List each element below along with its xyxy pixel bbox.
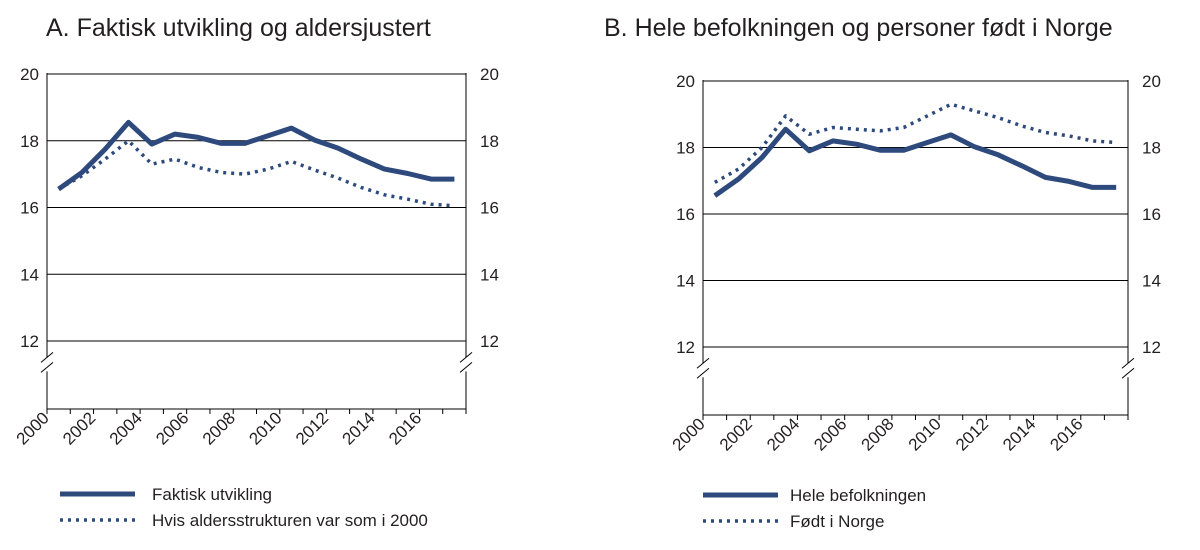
y-tick-label-left-b-14: 14 — [676, 272, 695, 291]
axis-break-mark-a-0-a — [40, 351, 54, 363]
series-line-a-0 — [57, 119, 455, 192]
axis-break-mark-b-1-a — [1121, 357, 1135, 369]
x-tick-label-b-2002: 2002 — [716, 414, 756, 454]
y-tick-label-right-b-12: 12 — [1142, 338, 1161, 357]
y-tick-label-left-a-12: 12 — [20, 332, 39, 351]
y-tick-label-right-a-16: 16 — [480, 199, 499, 218]
y-tick-label-right-b-20: 20 — [1142, 72, 1161, 91]
x-tick-label-a-2000: 2000 — [13, 408, 53, 448]
y-tick-label-left-b-16: 16 — [676, 205, 695, 224]
x-tick-label-b-2016: 2016 — [1046, 414, 1086, 454]
y-tick-label-left-a-20: 20 — [20, 65, 39, 84]
series-line-a-1 — [57, 139, 455, 208]
axis-break-mark-a-0-b — [40, 361, 54, 373]
x-tick-label-a-2006: 2006 — [152, 408, 192, 448]
y-tick-label-left-a-14: 14 — [20, 265, 39, 284]
chart-a: 20 20 18 18 16 16 14 14 12 12 2000 2002 2004 2006 2008… — [13, 65, 499, 530]
y-tick-label-right-a-20: 20 — [480, 65, 499, 84]
axis-break-mark-a-1-b — [459, 361, 473, 373]
x-tick-label-a-2010: 2010 — [245, 408, 285, 448]
x-tick-label-a-2016: 2016 — [385, 408, 425, 448]
chart-a-title: A. Faktisk utvikling og aldersjustert — [46, 14, 431, 42]
axis-break-mark-a-1-a — [459, 351, 473, 363]
axis-break-mark-b-0-a — [696, 357, 710, 369]
x-tick-label-b-2000: 2000 — [669, 414, 709, 454]
x-tick-label-b-2008: 2008 — [858, 414, 898, 454]
legend-label-a-1: Hvis aldersstrukturen var som i 2000 — [152, 511, 428, 530]
series-line-b-0 — [713, 126, 1117, 198]
chart-b: 20 20 18 18 16 16 14 14 12 12 2000 2002 2004 2006 2008… — [669, 72, 1161, 531]
axis-break-mark-b-0-b — [696, 367, 710, 379]
x-tick-label-a-2008: 2008 — [199, 408, 239, 448]
legend-label-a-0: Faktisk utvikling — [152, 485, 272, 504]
x-tick-label-a-2004: 2004 — [106, 408, 146, 448]
y-tick-label-left-b-18: 18 — [676, 139, 695, 158]
legend-label-b-0: Hele befolkningen — [790, 486, 926, 505]
x-tick-label-b-2010: 2010 — [905, 414, 945, 454]
y-tick-label-left-b-20: 20 — [676, 72, 695, 91]
x-tick-label-b-2012: 2012 — [952, 414, 992, 454]
y-tick-label-right-a-12: 12 — [480, 332, 499, 351]
y-tick-label-right-b-14: 14 — [1142, 272, 1161, 291]
x-tick-label-a-2002: 2002 — [59, 408, 99, 448]
axis-break-mark-b-1-b — [1121, 367, 1135, 379]
y-tick-label-right-a-18: 18 — [480, 132, 499, 151]
x-tick-label-a-2012: 2012 — [292, 408, 332, 448]
y-tick-label-right-b-16: 16 — [1142, 205, 1161, 224]
y-tick-label-left-a-16: 16 — [20, 199, 39, 218]
x-tick-label-a-2014: 2014 — [339, 408, 379, 448]
legend-label-b-1: Født i Norge — [790, 512, 884, 531]
x-tick-label-b-2006: 2006 — [810, 414, 850, 454]
chart-b-title: B. Hele befolkningen og personer født i … — [604, 14, 1113, 42]
x-tick-label-b-2004: 2004 — [763, 414, 803, 454]
y-tick-label-right-b-18: 18 — [1142, 139, 1161, 158]
y-tick-label-left-b-12: 12 — [676, 338, 695, 357]
x-tick-label-b-2014: 2014 — [999, 414, 1039, 454]
y-tick-label-right-a-14: 14 — [480, 265, 499, 284]
y-tick-label-left-a-18: 18 — [20, 132, 39, 151]
